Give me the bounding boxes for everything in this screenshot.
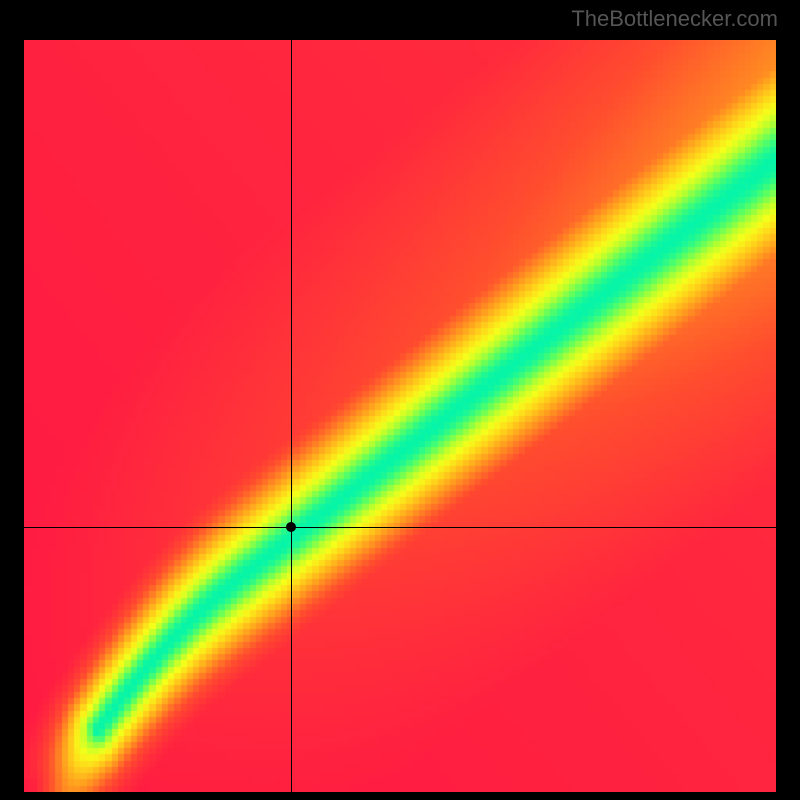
heatmap-canvas: [24, 40, 776, 792]
plot-frame: [20, 36, 780, 796]
attribution-text: TheBottlenecker.com: [571, 6, 778, 32]
crosshair-vertical: [291, 40, 292, 792]
chart-container: TheBottlenecker.com: [0, 0, 800, 800]
crosshair-horizontal: [24, 527, 776, 528]
